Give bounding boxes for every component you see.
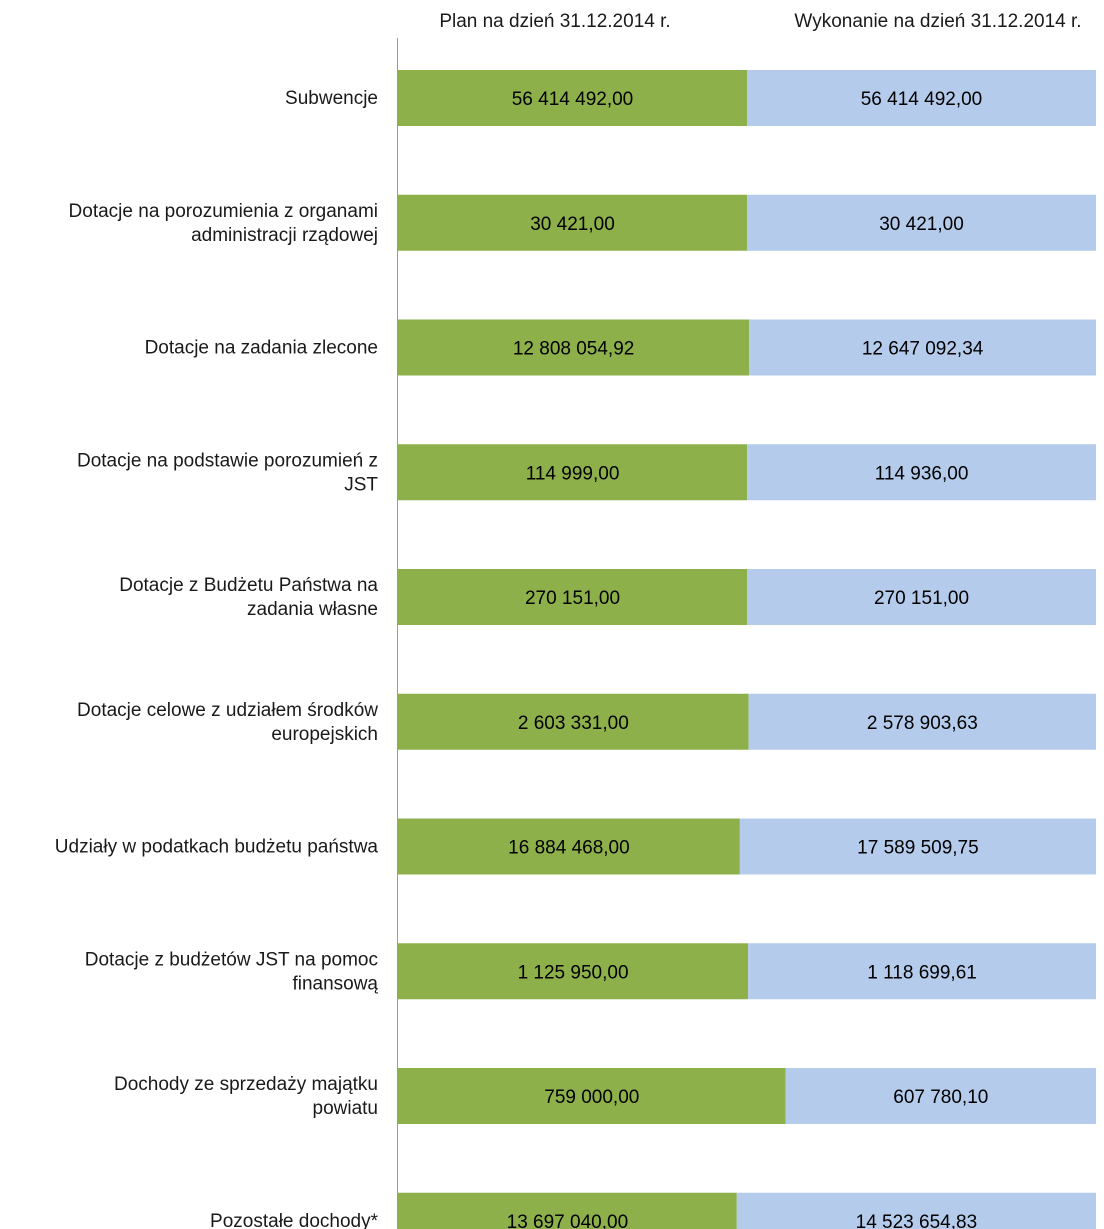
category-label-line: europejskich xyxy=(271,724,378,745)
wykonanie-bar-segment xyxy=(748,943,1096,1000)
plan-value-label: 12 808 054,92 xyxy=(513,339,635,360)
category-label-line: administracji rządowej xyxy=(191,225,378,246)
wykonanie-value-label: 114 936,00 xyxy=(875,463,969,484)
category-label: Dochody ze sprzedaży majątku powiatu xyxy=(114,1074,378,1119)
wykonanie-value-label: 14 523 654,83 xyxy=(856,1212,978,1229)
plan-value-label: 16 884 468,00 xyxy=(508,838,630,859)
plan-bar-segment xyxy=(398,70,747,126)
category-label: Dotacje z Budżetu Państwa na zadania włas… xyxy=(119,575,378,620)
wykonanie-value-label: 30 421,00 xyxy=(879,214,964,235)
wykonanie-bar-segment xyxy=(748,693,1096,750)
plan-value-label: 114 999,00 xyxy=(526,463,620,484)
category-label-line: Dotacje na zadania zlecone xyxy=(145,338,378,359)
plan-bar-segment xyxy=(398,569,747,625)
wykonanie-bar-segment xyxy=(747,194,1096,251)
wykonanie-bar-segment xyxy=(747,70,1096,126)
wykonanie-bar-segment xyxy=(736,1192,1096,1229)
category-label: Dotacje z budżetów JST na pomoc finansową xyxy=(85,949,379,994)
category-label: Pozostałe dochody* xyxy=(210,1211,379,1229)
category-label: Dotacje na porozumienia z organami admini… xyxy=(69,201,378,246)
category-label: Dotacje celowe z udziałem środków europej… xyxy=(77,700,378,745)
category-label-line: Dotacje na podstawie porozumień z xyxy=(77,450,378,471)
plan-bar-segment xyxy=(398,444,748,501)
category-label-line: Dochody ze sprzedaży majątku xyxy=(114,1074,378,1095)
category-label-line: Dotacje z budżetów JST na pomoc xyxy=(85,949,378,970)
category-label: Subwencje xyxy=(285,88,378,109)
wykonanie-bar-segment xyxy=(749,319,1096,376)
plan-bar-segment xyxy=(398,319,750,376)
plan-value-label: 13 697 040,00 xyxy=(507,1212,629,1229)
wykonanie-value-label: 2 578 903,63 xyxy=(867,713,978,734)
category-labels-group: Subwencje Dotacje na porozumienia z organ… xyxy=(55,88,379,1229)
column-header-wykonanie: Wykonanie na dzień 31.12.2014 r. xyxy=(794,11,1081,32)
plan-value-label: 56 414 492,00 xyxy=(512,89,634,110)
plan-bar-segment xyxy=(398,1068,786,1124)
plan-value-label: 2 603 331,00 xyxy=(518,713,629,734)
plan-value-label: 759 000,00 xyxy=(544,1087,639,1108)
plan-value-label: 1 125 950,00 xyxy=(518,962,629,983)
plan-bar-segment xyxy=(398,693,749,750)
wykonanie-value-label: 17 589 509,75 xyxy=(857,838,979,859)
category-label: Udziały w podatkach budżetu państwa xyxy=(55,837,379,858)
wykonanie-bar-segment xyxy=(785,1068,1096,1124)
category-label: Dotacje na podstawie porozumień z JST xyxy=(77,450,378,495)
category-label-line: Dotacje celowe z udziałem środków xyxy=(77,700,378,721)
wykonanie-value-label: 56 414 492,00 xyxy=(861,89,983,110)
column-header-plan: Plan na dzień 31.12.2014 r. xyxy=(439,11,670,32)
wykonanie-value-label: 12 647 092,34 xyxy=(862,339,984,360)
category-label-line: Dotacje z Budżetu Państwa na xyxy=(119,575,378,596)
plan-bar-segment xyxy=(398,1192,737,1229)
wykonanie-value-label: 270 151,00 xyxy=(874,588,969,609)
wykonanie-bar-segment xyxy=(747,444,1096,501)
category-label-line: finansową xyxy=(292,973,378,994)
category-label-line: zadania własne xyxy=(247,599,378,620)
category-label-line: Udziały w podatkach budżetu państwa xyxy=(55,837,379,858)
category-label-line: Dotacje na porozumienia z organami xyxy=(69,201,378,222)
wykonanie-value-label: 607 780,10 xyxy=(893,1087,988,1108)
category-label-line: Pozostałe dochody* xyxy=(210,1211,379,1229)
plan-bar-segment xyxy=(398,943,749,1000)
plan-bar-segment xyxy=(398,818,740,875)
category-label-line: Subwencje xyxy=(285,88,378,109)
wykonanie-value-label: 1 118 699,61 xyxy=(867,962,977,983)
plan-bar-segment xyxy=(398,194,747,251)
wykonanie-bar-segment xyxy=(739,818,1096,875)
category-label-line: powiatu xyxy=(313,1098,379,1119)
bars-group: 56 414 492,00 56 414 492,00 30 421,00 30 42… xyxy=(398,70,1096,1229)
plan-value-label: 30 421,00 xyxy=(530,214,615,235)
category-label: Dotacje na zadania zlecone xyxy=(145,338,378,359)
wykonanie-bar-segment xyxy=(747,569,1096,625)
plan-value-label: 270 151,00 xyxy=(525,588,620,609)
category-label-line: JST xyxy=(344,474,378,495)
